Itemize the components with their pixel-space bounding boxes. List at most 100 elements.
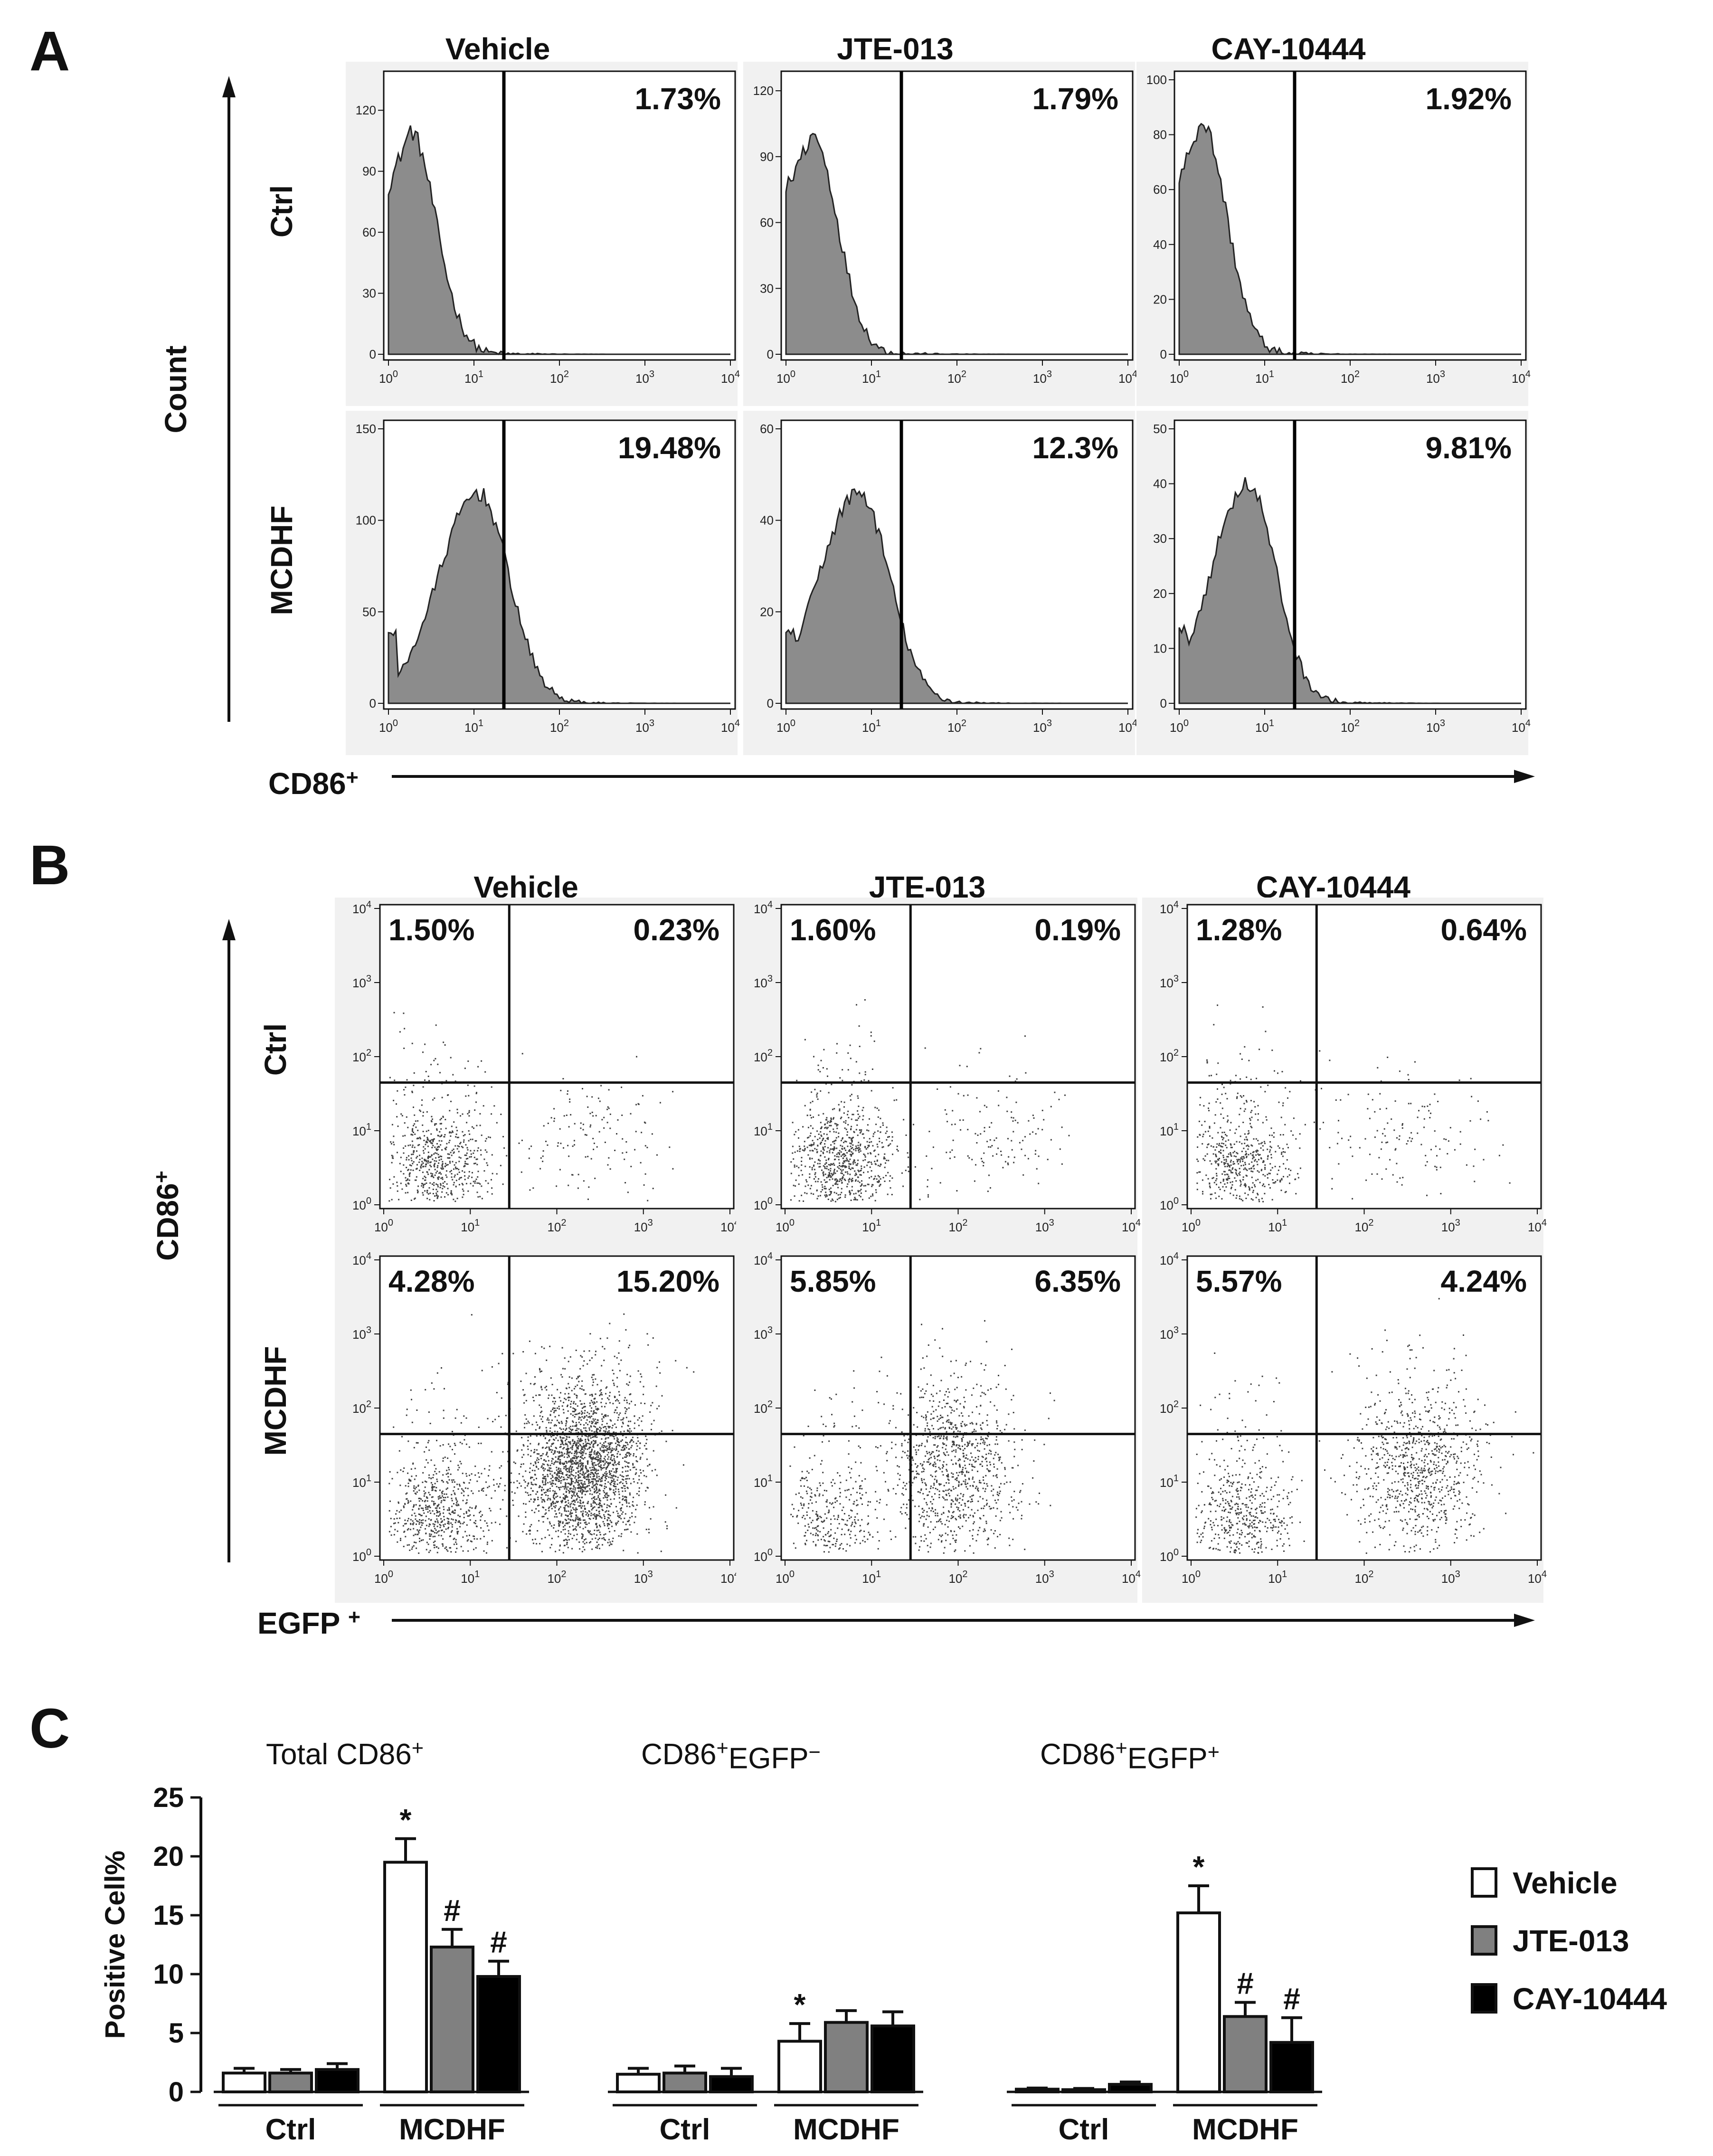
significance-mark: * xyxy=(794,1987,806,2022)
histogram-fill xyxy=(785,488,1128,704)
y-tick-label: 30 xyxy=(1153,531,1167,546)
y-tick-label: 100 xyxy=(1160,1196,1179,1212)
x-tick-label: 101 xyxy=(1255,718,1274,735)
bar-cay-10444-ctrl xyxy=(709,2075,754,2093)
histogram-mcdhf-2: 9.81% 0 10 20 30 40 50 100 101 102 103 104 xyxy=(1136,411,1531,755)
bar-cay-10444-mcdhf xyxy=(1269,2041,1314,2093)
histogram-ctrl-2: 1.92% 0 20 40 60 80 100 100 101 102 103 104 xyxy=(1136,62,1531,406)
x-tick-label: 104 xyxy=(1512,369,1531,386)
x-tick-label: 103 xyxy=(1426,718,1445,735)
x-tick-label: 100 xyxy=(1170,718,1189,735)
bar-vehicle-mcdhf xyxy=(1176,1911,1221,2094)
dotplot-events xyxy=(790,999,1070,1202)
x-tick-label: 100 xyxy=(1170,369,1189,386)
y-tick-label: 40 xyxy=(1153,237,1167,252)
y-axis-label: Count xyxy=(159,346,193,434)
y-tick-label: 5 xyxy=(169,2018,184,2049)
x-axis-label: EGFP + xyxy=(257,1605,360,1640)
x-tick-label: 103 xyxy=(1426,369,1445,386)
y-tick-label: 102 xyxy=(1160,1399,1179,1416)
y-tick-label: 103 xyxy=(1160,974,1179,990)
bar-cay-10444-mcdhf xyxy=(871,2024,915,2094)
y-tick-label: 50 xyxy=(362,605,376,619)
x-tick-label: 103 xyxy=(635,718,654,735)
y-tick-label: 104 xyxy=(754,1251,773,1267)
histogram-fill xyxy=(1178,123,1521,355)
y-tick-label: 101 xyxy=(1160,1122,1179,1138)
y-tick-label: 103 xyxy=(352,974,371,990)
y-axis-arrowhead xyxy=(222,919,236,940)
quadrant-upper-right-percent: 0.23% xyxy=(634,913,719,947)
x-tick-label: 102 xyxy=(547,1218,566,1234)
significance-mark: # xyxy=(1237,1967,1254,2001)
histogram-fill xyxy=(388,125,730,355)
x-axis-arrowhead xyxy=(1514,770,1535,783)
y-tick-label: 0 xyxy=(369,696,376,710)
panel-label-b: B xyxy=(29,834,70,897)
histogram-ctrl-0: 1.73% 0 30 60 90 120 100 101 102 103 104 xyxy=(346,62,740,406)
y-tick-label: 0 xyxy=(767,696,774,710)
column-header-0: Vehicle xyxy=(445,32,550,66)
column-header-1: JTE-013 xyxy=(837,32,953,66)
y-axis-arrowhead xyxy=(222,76,236,97)
dotplot-frame xyxy=(1186,1255,1542,1561)
x-tick-label: 101 xyxy=(862,1569,881,1586)
gate-percent: 9.81% xyxy=(1426,431,1512,465)
x-tick-label: 101 xyxy=(862,369,881,386)
significance-mark: # xyxy=(490,1925,507,1959)
x-tick-label: 102 xyxy=(1354,1569,1373,1586)
y-tick-label: 30 xyxy=(362,286,376,301)
x-tick-label: 102 xyxy=(547,1569,566,1586)
x-tick-label: 100 xyxy=(374,1218,393,1234)
y-tick-label: 100 xyxy=(352,1196,371,1212)
x-tick-label: 103 xyxy=(635,369,654,386)
histogram-fill xyxy=(1178,477,1521,704)
legend-label-2: CAY-10444 xyxy=(1513,1982,1667,2016)
x-tick-label: 102 xyxy=(550,718,569,735)
quadrant-upper-right-percent: 15.20% xyxy=(616,1264,719,1298)
x-tick-label: 100 xyxy=(776,369,795,386)
y-tick-label: 100 xyxy=(754,1196,773,1212)
y-axis-label: Positive Cell% xyxy=(100,1851,131,2039)
y-tick-label: 101 xyxy=(352,1473,371,1490)
x-tick-label: 102 xyxy=(1354,1218,1373,1234)
x-tick-label: 103 xyxy=(1033,369,1052,386)
x-tick-label: 101 xyxy=(862,718,881,735)
gate-percent: 1.73% xyxy=(635,82,721,116)
row-header-mcdhf: MCDHF xyxy=(265,505,299,615)
significance-mark: * xyxy=(1193,1850,1205,1884)
dotplot-frame xyxy=(780,904,1136,1210)
y-tick-label: 104 xyxy=(352,1251,371,1267)
x-tick-label: 104 xyxy=(1528,1218,1547,1234)
x-tick-label: 102 xyxy=(947,718,966,735)
gate-percent: 12.3% xyxy=(1032,431,1118,465)
x-tick-label: 100 xyxy=(1182,1218,1201,1234)
y-tick-label: 60 xyxy=(760,422,774,436)
histogram-mcdhf-0: 19.48% 0 50 100 150 100 101 102 103 104 xyxy=(346,411,740,755)
x-tick-label: 101 xyxy=(1268,1218,1287,1234)
bar-vehicle-ctrl xyxy=(616,2072,661,2093)
x-tick-label: 101 xyxy=(464,718,483,735)
bar-cay-10444-ctrl xyxy=(315,2068,360,2093)
bar-jte-013-mcdhf xyxy=(824,2021,869,2094)
row-header-ctrl: Ctrl xyxy=(258,1023,293,1076)
x-tick-label: 103 xyxy=(1035,1569,1054,1586)
x-tick-label: 103 xyxy=(1035,1218,1054,1234)
condition-label-ctrl: Ctrl xyxy=(1059,2113,1109,2146)
y-tick-label: 0 xyxy=(169,2077,184,2108)
x-tick-label: 102 xyxy=(1341,718,1360,735)
bar-group-2: CD86+EGFP+ Ctrl * # # MCDHF xyxy=(1007,1737,1322,2146)
x-axis-label: CD86+ xyxy=(268,766,359,801)
y-tick-label: 90 xyxy=(362,164,376,179)
x-tick-label: 102 xyxy=(947,369,966,386)
histogram-mcdhf-1: 12.3% 0 20 40 60 100 101 102 103 104 xyxy=(743,411,1137,755)
y-tick-label: 103 xyxy=(754,1325,773,1342)
quadrant-upper-left-percent: 1.60% xyxy=(790,913,876,947)
bar-group-0: Total CD86+ Ctrl * # # MCDHF xyxy=(214,1737,529,2146)
histogram-ctrl-1: 1.79% 0 30 60 90 120 100 101 102 103 104 xyxy=(743,62,1137,406)
bar-jte-013-ctrl xyxy=(268,2071,313,2093)
dotplot-events xyxy=(1195,1298,1534,1554)
